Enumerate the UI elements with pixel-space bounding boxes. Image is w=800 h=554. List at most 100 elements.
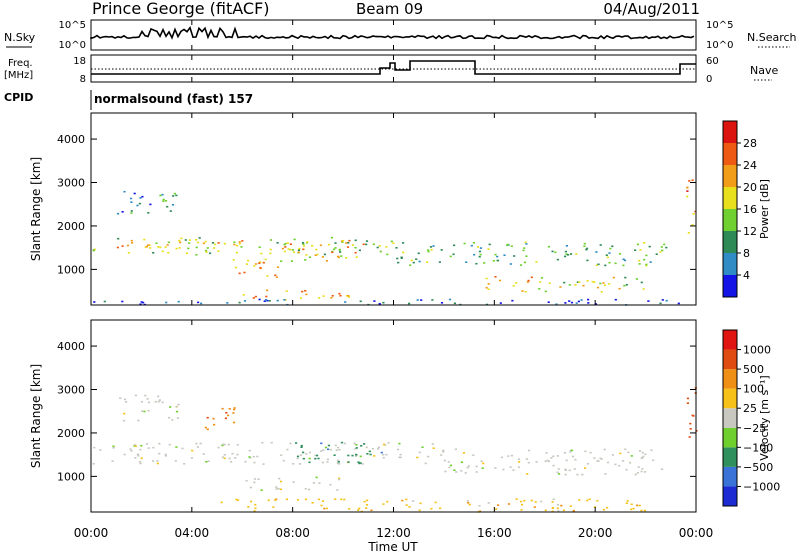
heatmap-cell [551, 510, 554, 513]
heatmap-cell [143, 410, 146, 413]
heatmap-cell [175, 247, 178, 250]
heatmap-cell [243, 271, 246, 274]
heatmap-cell [574, 284, 577, 286]
heatmap-cell [603, 284, 607, 287]
heatmap-cell [444, 470, 447, 473]
heatmap-cell [147, 447, 150, 449]
heatmap-cell [184, 239, 187, 241]
heatmap-cell [126, 244, 130, 247]
heatmap-cell [238, 272, 241, 275]
heatmap-cell [121, 300, 124, 303]
heatmap-cell [440, 454, 443, 456]
heatmap-cell [464, 472, 467, 474]
heatmap-cell [359, 300, 362, 303]
heatmap-cell [640, 509, 643, 512]
heatmap-cell [521, 290, 524, 292]
heatmap-cell [431, 443, 434, 445]
heatmap-cell [442, 449, 445, 452]
colorbar-tick: 16 [743, 203, 757, 216]
heatmap-cell [417, 252, 420, 255]
x-tick-label: 12:00 [376, 526, 411, 540]
heatmap-cell [174, 460, 177, 462]
heatmap-cell [397, 448, 400, 451]
heatmap-cell [289, 442, 292, 445]
nsearch-tick-top: 10^5 [706, 20, 733, 31]
nsky-trace [90, 25, 695, 40]
heatmap-cell [291, 249, 294, 251]
heatmap-cell [284, 242, 287, 245]
heatmap-cell [261, 441, 264, 444]
heatmap-cell [515, 498, 518, 500]
heatmap-cell [660, 246, 663, 248]
heatmap-cell [141, 195, 144, 198]
heatmap-cell [638, 504, 641, 507]
heatmap-cell [93, 446, 96, 449]
heatmap-cell [268, 300, 271, 302]
heatmap-cell [343, 442, 346, 445]
heatmap-cell [527, 461, 530, 464]
heatmap-cell [238, 301, 241, 304]
heatmap-cell [302, 451, 305, 454]
freq-label-2: [MHz] [4, 70, 33, 81]
x-tick-label: 08:00 [275, 526, 310, 540]
heatmap-cell [341, 241, 344, 243]
heatmap-cell [254, 295, 257, 298]
heatmap-cell [190, 457, 193, 459]
heatmap-cell [519, 264, 523, 266]
heatmap-cell [465, 261, 468, 263]
heatmap-cell [405, 498, 408, 501]
heatmap-cell [642, 288, 645, 290]
heatmap-cell [205, 251, 208, 253]
heatmap-cell [155, 242, 158, 244]
heatmap-cell [556, 455, 559, 457]
heatmap-cell [454, 448, 457, 451]
heatmap-cell [513, 255, 516, 257]
y-tick-label: 3000 [57, 177, 85, 190]
heatmap-cell [220, 501, 223, 504]
beam-label: Beam 09 [356, 0, 423, 18]
heatmap-cell [418, 260, 421, 263]
heatmap-cell [387, 442, 390, 444]
heatmap-cell [624, 276, 627, 279]
heatmap-cell [280, 454, 283, 456]
heatmap-cell [269, 248, 272, 251]
heatmap-cell [165, 301, 168, 304]
heatmap-cell [299, 297, 303, 299]
heatmap-cell [280, 260, 283, 262]
heatmap-cell [500, 456, 503, 459]
heatmap-cell [158, 399, 161, 401]
heatmap-cell [224, 417, 227, 420]
heatmap-cell [625, 468, 628, 471]
heatmap-cell [640, 470, 643, 473]
heatmap-cell [382, 443, 386, 446]
heatmap-cell [355, 453, 358, 456]
heatmap-cell [480, 460, 483, 462]
heatmap-cell [599, 244, 602, 246]
heatmap-cell [478, 250, 481, 253]
power-panel: 1000 2000 3000 4000 Slant Range [km] [29, 112, 697, 306]
heatmap-cell [528, 449, 531, 452]
heatmap-cell [409, 264, 412, 266]
heatmap-cell [145, 443, 149, 445]
heatmap-cell [296, 457, 299, 460]
heatmap-cell [223, 454, 226, 456]
heatmap-cell [340, 498, 343, 501]
heatmap-cell [321, 461, 324, 464]
heatmap-cell [416, 299, 419, 301]
heatmap-cell [276, 242, 279, 244]
nsky-label: N.Sky [4, 31, 36, 44]
heatmap-cell [434, 501, 437, 504]
heatmap-cell [121, 211, 124, 213]
heatmap-cell [496, 259, 499, 262]
heatmap-cell [641, 451, 644, 454]
heatmap-cell [686, 402, 689, 404]
heatmap-cell [339, 251, 342, 253]
heatmap-cell [143, 238, 146, 241]
heatmap-cell [564, 302, 567, 304]
heatmap-cell [366, 499, 369, 502]
heatmap-cell [395, 247, 398, 249]
heatmap-cell [331, 295, 334, 297]
heatmap-cell [563, 281, 566, 284]
heatmap-cell [460, 470, 463, 472]
heatmap-cell [659, 251, 662, 253]
